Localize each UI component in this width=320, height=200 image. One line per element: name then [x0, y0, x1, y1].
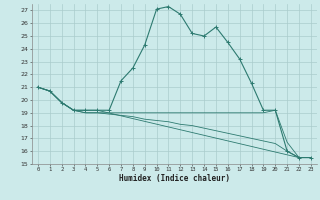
X-axis label: Humidex (Indice chaleur): Humidex (Indice chaleur): [119, 174, 230, 183]
